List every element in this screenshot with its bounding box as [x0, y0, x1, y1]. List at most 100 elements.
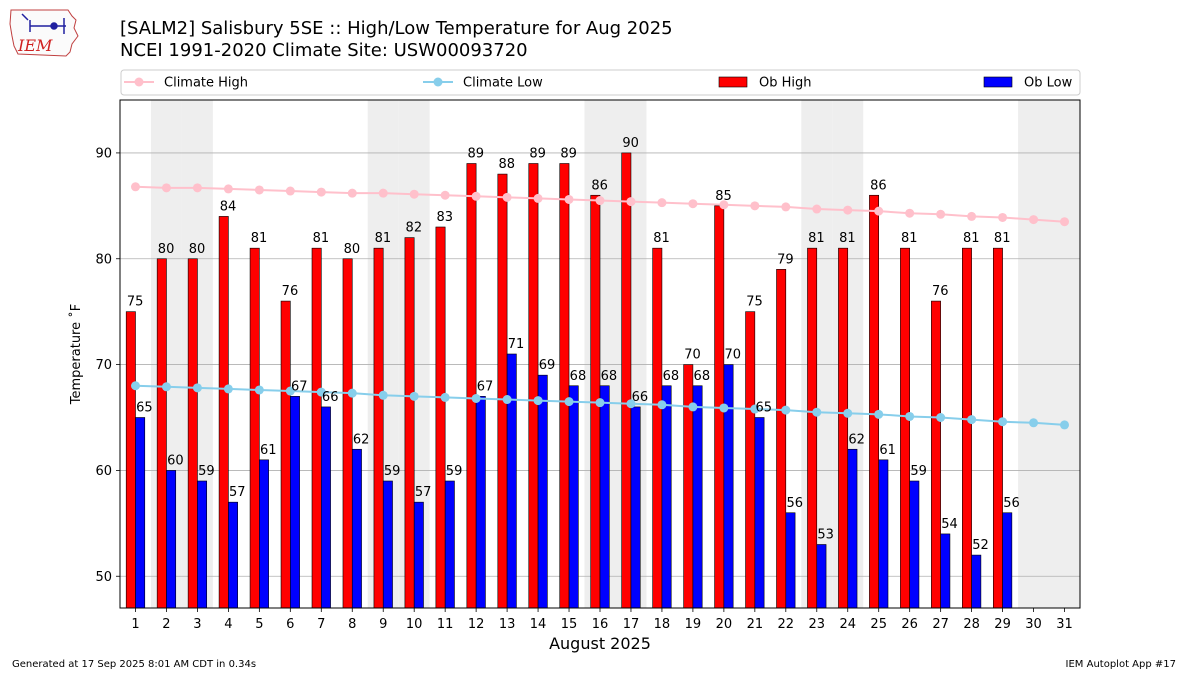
climate-high-point [316, 187, 326, 197]
ob-low-bar [290, 396, 300, 609]
ob-low-bar [537, 374, 548, 609]
ob-high-label: 81 [901, 231, 918, 246]
y-tick-label: 50 [95, 570, 112, 585]
x-tick-label: 18 [654, 617, 671, 632]
climate-low-point [316, 387, 326, 397]
plot-frame [119, 99, 1081, 609]
x-tick-label: 28 [963, 617, 980, 632]
climate-low-point [1029, 418, 1039, 428]
x-tick-label: 16 [592, 617, 609, 632]
ob-high-bar [404, 237, 415, 609]
iem-logo: IEM [9, 9, 79, 57]
ob-high-bar [249, 247, 260, 609]
ob-low-label: 68 [601, 369, 618, 384]
x-tick-label: 2 [162, 617, 170, 632]
x-tick-label: 5 [255, 617, 263, 632]
iowa-outline-icon [9, 9, 79, 57]
climate-high-point [223, 184, 233, 194]
ob-low-label: 61 [260, 443, 277, 458]
climate-high-point [781, 202, 791, 212]
ob-high-label: 75 [127, 295, 144, 310]
weather-station-icon [21, 13, 66, 34]
legend-climate-high-marker [134, 77, 144, 87]
x-tick-label: 31 [1056, 617, 1073, 632]
climate-high-point [626, 197, 636, 207]
x-tick-label: 6 [286, 617, 294, 632]
climate-low-point [719, 403, 729, 413]
climate-high-point [936, 209, 946, 219]
ob-high-bar [807, 247, 818, 609]
ob-low-label: 59 [446, 464, 463, 479]
ob-high-bar [745, 311, 756, 609]
ob-low-label: 57 [229, 485, 246, 500]
ob-high-label: 79 [777, 252, 794, 267]
climate-high-point [285, 186, 295, 196]
climate-low-point [130, 381, 140, 391]
ob-high-label: 90 [622, 136, 639, 151]
ob-low-label: 67 [477, 379, 494, 394]
legend-ob-low-label: Ob Low [1024, 76, 1073, 91]
ob-low-bar [382, 480, 393, 609]
ob-high-label: 81 [963, 231, 980, 246]
ob-low-bar [971, 554, 982, 609]
climate-low-point [1060, 420, 1070, 430]
x-tick-label: 1 [131, 617, 139, 632]
ob-high-bar [218, 216, 229, 609]
legend-ob-high-swatch [718, 76, 748, 88]
climate-low-point [905, 411, 915, 421]
x-tick-label: 25 [870, 617, 887, 632]
x-tick-label: 13 [499, 617, 516, 632]
climate-high-point [998, 212, 1008, 222]
climate-low-point [192, 383, 202, 393]
ob-high-label: 86 [591, 178, 608, 193]
ob-low-bar [816, 544, 827, 609]
x-tick-label: 7 [317, 617, 325, 632]
ob-low-label: 61 [879, 443, 896, 458]
ob-low-bar [228, 501, 238, 609]
climate-high-point [657, 198, 667, 208]
climate-low-point [502, 395, 512, 405]
climate-low-point [254, 385, 264, 395]
ob-low-bar [1002, 512, 1013, 609]
climate-high-point [874, 206, 884, 216]
ob-low-label: 59 [384, 464, 401, 479]
climate-low-point [285, 386, 295, 396]
ob-high-label: 80 [158, 242, 175, 257]
y-tick-label: 70 [95, 358, 112, 373]
ob-high-bar [776, 269, 787, 609]
climate-high-point [595, 196, 605, 206]
ob-high-label: 81 [839, 231, 856, 246]
ob-low-bar [320, 406, 331, 609]
ob-low-bar [661, 385, 672, 609]
legend-ob-high-label: Ob High [759, 76, 812, 91]
climate-high-point [502, 192, 512, 202]
ob-high-label: 81 [251, 231, 268, 246]
climate-low-point [595, 398, 605, 408]
ob-low-bar [630, 406, 641, 609]
x-tick-label: 27 [932, 617, 949, 632]
weekend-shade [1018, 100, 1050, 608]
ob-high-label: 70 [684, 348, 701, 363]
climate-low-point [564, 397, 574, 407]
ob-high-bar [497, 173, 508, 609]
ob-high-bar [342, 258, 353, 609]
climate-low-point [781, 405, 791, 415]
climate-high-point [719, 200, 729, 210]
ob-low-bar [909, 480, 920, 609]
ob-low-label: 69 [539, 358, 556, 373]
ob-low-bar [351, 448, 362, 609]
ob-high-label: 88 [498, 157, 515, 172]
ob-low-label: 60 [167, 453, 184, 468]
ob-high-bar [280, 300, 291, 609]
ob-low-bar [878, 459, 889, 609]
climate-low-point [347, 388, 357, 398]
climate-high-point [378, 188, 388, 198]
ob-low-label: 52 [972, 538, 989, 553]
ob-high-label: 76 [282, 284, 299, 299]
climate-low-point [161, 382, 171, 392]
climate-high-point [1060, 217, 1070, 227]
ob-low-label: 68 [570, 369, 587, 384]
climate-high-point [409, 189, 419, 199]
x-tick-label: 8 [348, 617, 356, 632]
